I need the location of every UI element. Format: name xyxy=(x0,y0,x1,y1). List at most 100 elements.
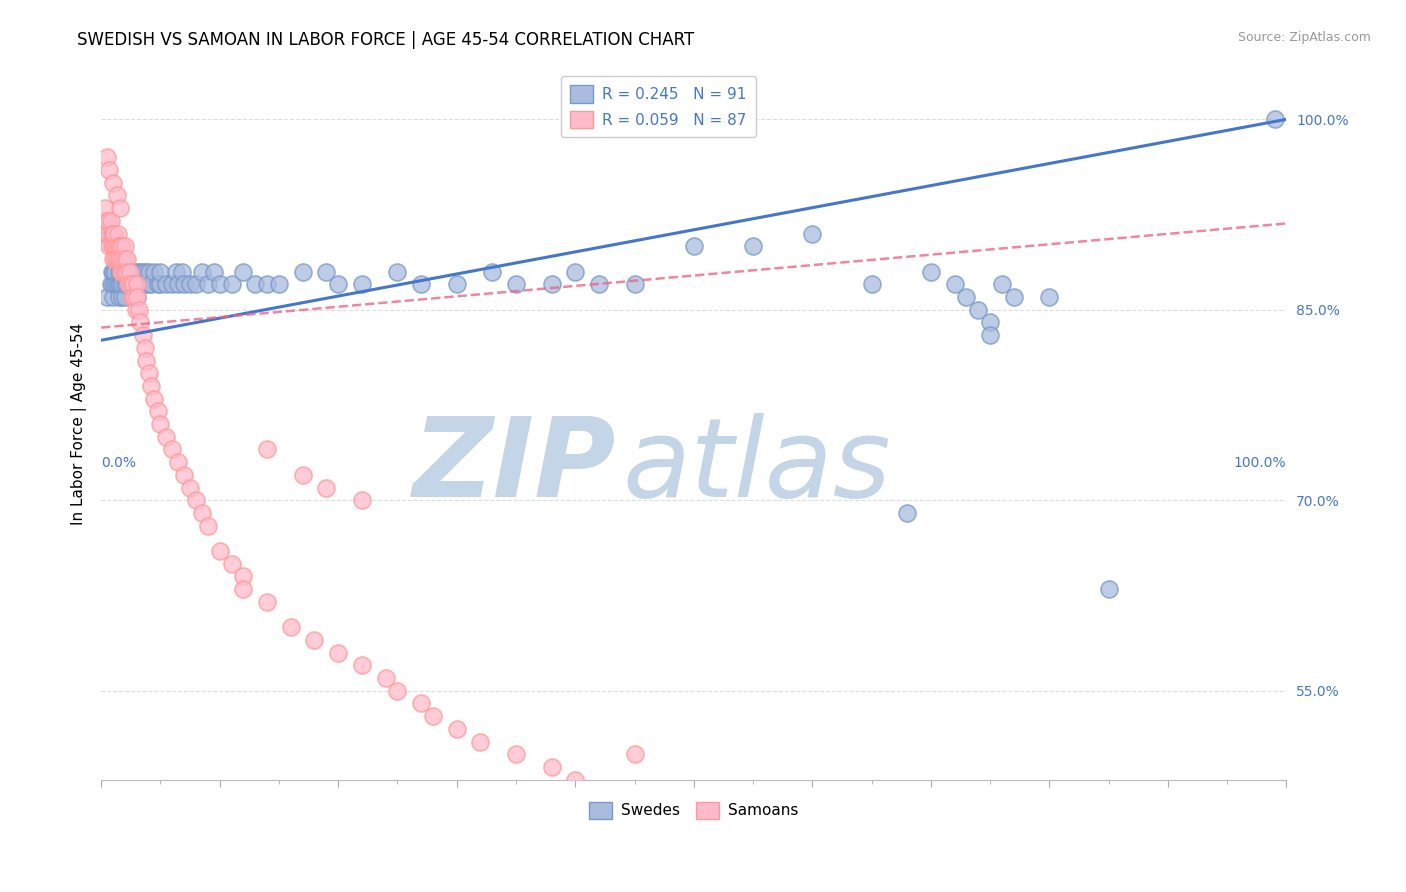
Point xyxy=(105,239,128,253)
Point xyxy=(100,277,122,292)
Point xyxy=(139,379,162,393)
Point xyxy=(108,277,131,292)
Point xyxy=(422,709,444,723)
Point xyxy=(1002,290,1025,304)
Point xyxy=(96,150,118,164)
Point xyxy=(350,658,373,673)
Point xyxy=(1098,582,1121,596)
Legend: Swedes, Samoans: Swedes, Samoans xyxy=(583,796,804,825)
Point xyxy=(860,277,883,292)
Point xyxy=(115,252,138,266)
Point xyxy=(328,277,350,292)
Point xyxy=(122,277,145,292)
Point xyxy=(111,252,134,266)
Point xyxy=(131,328,153,343)
Point xyxy=(97,214,120,228)
Point xyxy=(120,277,142,292)
Text: ZIP: ZIP xyxy=(413,413,617,520)
Point xyxy=(173,277,195,292)
Point xyxy=(1264,112,1286,127)
Point xyxy=(979,316,1001,330)
Point xyxy=(149,265,172,279)
Point xyxy=(588,277,610,292)
Point xyxy=(101,290,124,304)
Point xyxy=(125,277,148,292)
Point xyxy=(232,569,254,583)
Point xyxy=(256,277,278,292)
Point xyxy=(979,328,1001,343)
Point xyxy=(108,252,131,266)
Point xyxy=(135,265,157,279)
Point xyxy=(124,277,146,292)
Point xyxy=(291,265,314,279)
Point xyxy=(120,265,142,279)
Point xyxy=(991,277,1014,292)
Point xyxy=(114,265,136,279)
Point xyxy=(387,683,409,698)
Point xyxy=(124,265,146,279)
Point xyxy=(280,620,302,634)
Point xyxy=(100,214,122,228)
Point xyxy=(101,252,124,266)
Point xyxy=(165,265,187,279)
Point xyxy=(115,265,138,279)
Point xyxy=(104,239,127,253)
Point xyxy=(125,277,148,292)
Point xyxy=(124,302,146,317)
Point xyxy=(155,430,177,444)
Point xyxy=(104,252,127,266)
Point xyxy=(446,277,468,292)
Point xyxy=(967,302,990,317)
Point xyxy=(124,290,146,304)
Point xyxy=(191,265,214,279)
Point xyxy=(108,252,131,266)
Point xyxy=(155,277,177,292)
Point xyxy=(93,227,115,241)
Point xyxy=(101,239,124,253)
Point xyxy=(121,290,143,304)
Point xyxy=(98,227,121,241)
Point xyxy=(623,747,645,762)
Point xyxy=(221,277,243,292)
Point xyxy=(138,277,160,292)
Text: 100.0%: 100.0% xyxy=(1234,456,1286,470)
Point xyxy=(304,632,326,647)
Point xyxy=(267,277,290,292)
Point xyxy=(122,290,145,304)
Point xyxy=(742,239,765,253)
Point xyxy=(103,227,125,241)
Point xyxy=(111,290,134,304)
Point xyxy=(208,277,231,292)
Point xyxy=(191,506,214,520)
Point xyxy=(149,417,172,431)
Point xyxy=(108,239,131,253)
Point xyxy=(896,506,918,520)
Point xyxy=(623,277,645,292)
Point xyxy=(117,277,139,292)
Point xyxy=(111,239,134,253)
Point xyxy=(256,442,278,457)
Point xyxy=(143,392,166,406)
Point xyxy=(125,290,148,304)
Point xyxy=(167,277,190,292)
Point xyxy=(112,265,135,279)
Point xyxy=(129,316,152,330)
Point xyxy=(114,252,136,266)
Point xyxy=(291,467,314,482)
Point xyxy=(131,265,153,279)
Point xyxy=(505,747,527,762)
Point xyxy=(470,734,492,748)
Point xyxy=(221,557,243,571)
Point xyxy=(173,467,195,482)
Point xyxy=(315,481,337,495)
Point xyxy=(943,277,966,292)
Point xyxy=(107,227,129,241)
Point xyxy=(128,277,150,292)
Point xyxy=(411,697,433,711)
Point xyxy=(202,265,225,279)
Point xyxy=(564,772,586,787)
Point xyxy=(120,277,142,292)
Point xyxy=(179,481,201,495)
Point xyxy=(101,239,124,253)
Point xyxy=(146,404,169,418)
